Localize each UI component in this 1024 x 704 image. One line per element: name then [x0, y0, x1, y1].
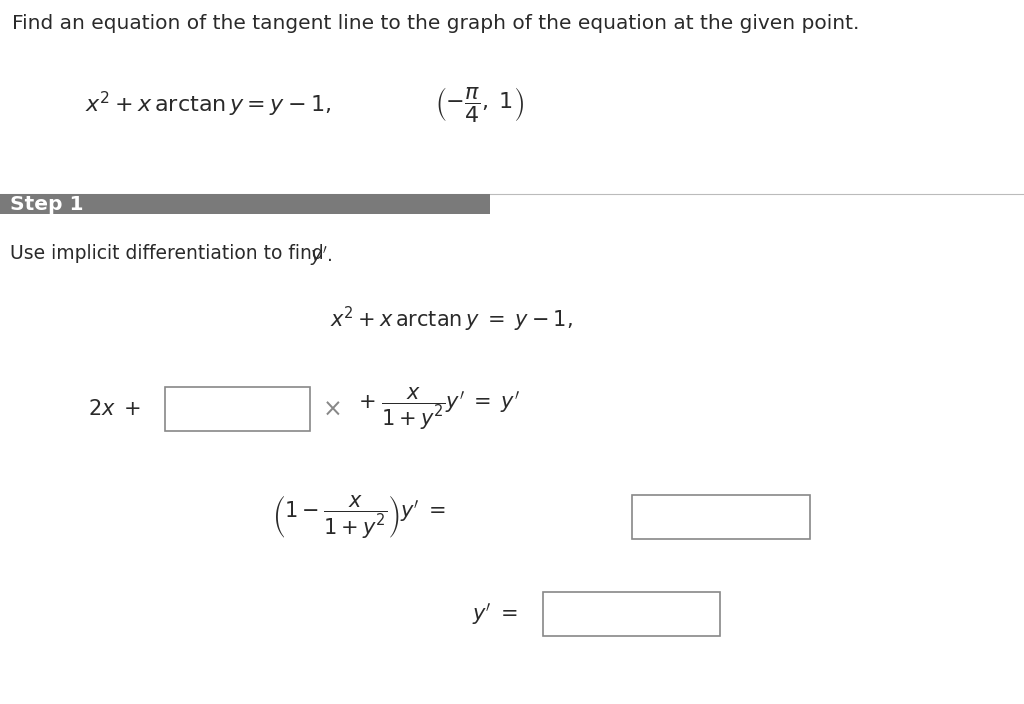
- Bar: [543, 592, 720, 636]
- Bar: [632, 495, 810, 539]
- Text: $\left(1 - \dfrac{x}{1 + y^2}\right)y' \;=$: $\left(1 - \dfrac{x}{1 + y^2}\right)y' \…: [272, 494, 445, 541]
- Text: $\left(-\dfrac{\pi}{4},\;1\right)$: $\left(-\dfrac{\pi}{4},\;1\right)$: [435, 84, 524, 123]
- Text: $y' \;=$: $y' \;=$: [472, 601, 517, 627]
- Text: $+\;\dfrac{x}{1 + y^2}y' \;=\; y'$: $+\;\dfrac{x}{1 + y^2}y' \;=\; y'$: [358, 386, 520, 432]
- Bar: [165, 387, 310, 431]
- Bar: [0, 194, 490, 214]
- Text: $y'.$: $y'.$: [310, 244, 333, 268]
- Text: $x^2 + x\,\mathrm{arctan}\,y \;=\; y - 1,$: $x^2 + x\,\mathrm{arctan}\,y \;=\; y - 1…: [330, 304, 572, 334]
- Text: $x^2 + x\,\mathrm{arctan}\,y = y - 1,$: $x^2 + x\,\mathrm{arctan}\,y = y - 1,$: [85, 89, 332, 118]
- Text: $2x\;+$: $2x\;+$: [88, 399, 140, 419]
- Text: Find an equation of the tangent line to the graph of the equation at the given p: Find an equation of the tangent line to …: [12, 14, 859, 33]
- Text: Use implicit differentiation to find: Use implicit differentiation to find: [10, 244, 330, 263]
- Text: $\times$: $\times$: [322, 397, 341, 421]
- Text: Step 1: Step 1: [10, 194, 84, 213]
